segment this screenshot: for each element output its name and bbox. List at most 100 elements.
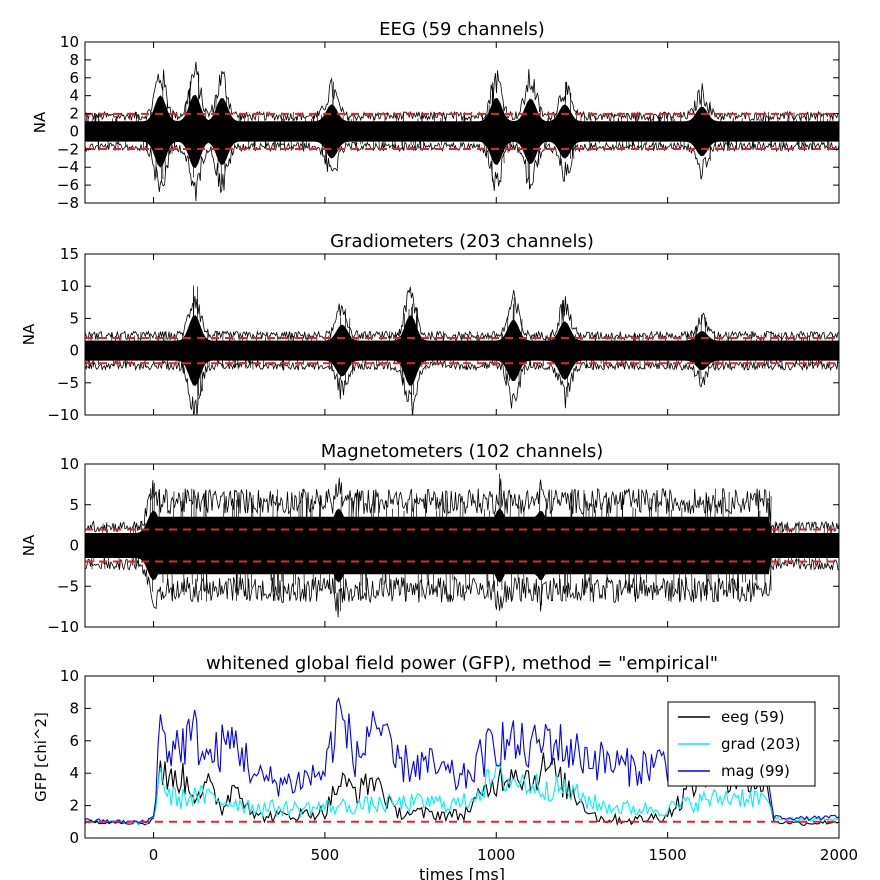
mag-trace-spike — [639, 545, 641, 591]
mag-trace-spike — [605, 511, 608, 546]
mag-trace-spike — [737, 545, 740, 589]
mag-trace-spike — [628, 545, 630, 593]
eeg-trace-spike — [673, 119, 675, 132]
mag-trace-spike — [496, 545, 498, 587]
grad-trace-spike — [707, 350, 710, 369]
eeg-trace-spike — [769, 131, 771, 149]
grad-trace-spike — [339, 317, 341, 351]
mag-trace-core — [85, 508, 839, 583]
mag-trace-spike — [590, 545, 592, 586]
eeg-axes-frame — [84, 41, 840, 204]
eeg-trace-spike — [625, 131, 628, 149]
mag-trace-spike — [550, 489, 553, 546]
eeg-trace-spike — [659, 111, 661, 132]
mag-trace-spike — [236, 545, 239, 591]
mag-panel: −10 −5 0 5 10 Magnetometers (102 channels) N… — [20, 441, 840, 636]
eeg-trace-spike — [652, 131, 654, 145]
grad-trace-spike — [232, 350, 234, 363]
mag-trace-spike — [149, 488, 151, 546]
mag-trace-spike — [449, 545, 451, 600]
mag-y-tick-label: 0 — [69, 537, 79, 555]
grad-trace-spike — [638, 333, 640, 351]
grad-trace-spike — [116, 350, 119, 365]
grad-trace-spike — [465, 350, 467, 370]
mag-trace-spike — [570, 489, 573, 546]
mag-trace-spike — [503, 506, 506, 546]
grad-x-ticks — [153, 254, 840, 415]
grad-trace-spike — [339, 350, 341, 380]
mag-trace-spike — [300, 496, 302, 546]
grad-trace-spike — [415, 307, 418, 351]
mag-trace-spike — [650, 498, 652, 546]
mag-trace-spike — [231, 504, 233, 546]
mag-y-tick-label: −5 — [57, 577, 79, 595]
eeg-trace-spike — [589, 131, 591, 152]
eeg-trace-spike — [401, 131, 404, 150]
eeg-trace-spike — [617, 117, 620, 132]
mag-trace-spike — [768, 491, 770, 546]
eeg-trace-spike — [762, 113, 764, 132]
mag-trace-spike — [333, 545, 336, 595]
mag-trace-spike — [171, 545, 173, 602]
eeg-trace-spike — [378, 131, 380, 151]
grad-trace-lower-envelope — [85, 359, 839, 415]
grad-trace-spike — [466, 337, 469, 351]
mag-trace-spike — [634, 508, 636, 546]
grad-trace-spike — [680, 350, 683, 363]
grad-trace-spike — [779, 350, 782, 363]
grad-y-ticks: −10 −5 0 5 10 15 — [47, 245, 839, 424]
mag-trace-spike — [280, 545, 283, 582]
mag-trace-spike — [757, 510, 759, 546]
mag-trace-spike — [355, 492, 357, 546]
grad-trace-spike — [157, 332, 159, 351]
grad-trace-spike — [410, 306, 412, 351]
mag-trace-spike — [668, 504, 670, 546]
eeg-trace-spike — [310, 118, 312, 132]
eeg-trace-spike — [417, 118, 419, 132]
gfp-y-label: GFP [chi^2] — [32, 712, 50, 802]
grad-trace-spike — [780, 332, 783, 351]
mag-trace-spike — [403, 511, 405, 546]
grad-trace-spike — [513, 297, 515, 351]
mag-trace-spike — [269, 545, 272, 581]
mag-trace-spike — [305, 497, 307, 546]
mag-trace-spike — [205, 545, 208, 594]
grad-trace-spike — [162, 337, 164, 351]
mag-trace-spike — [276, 545, 279, 581]
eeg-trace-spike — [352, 113, 355, 132]
mag-trace-spike — [616, 500, 618, 546]
grad-trace-spike — [704, 317, 707, 351]
grad-trace-spike — [667, 350, 669, 369]
mag-trace-spike — [488, 510, 490, 546]
mag-trace-spike — [118, 545, 120, 570]
mag-trace-spike — [203, 492, 205, 546]
gfp-y-tick-label: 2 — [69, 797, 79, 815]
eeg-trace-spike — [679, 131, 682, 148]
eeg-trace-spike — [583, 116, 585, 132]
grad-trace-spike — [576, 337, 578, 351]
eeg-trace-spike — [254, 131, 256, 146]
eeg-trace-spike — [111, 118, 114, 132]
grad-trace-spike — [450, 350, 452, 368]
eeg-trace-spike — [637, 131, 640, 150]
grad-y-tick-label: 10 — [60, 277, 79, 295]
grad-trace-spike — [120, 333, 122, 351]
grad-trace-spike — [793, 335, 795, 351]
grad-trace-spike — [579, 350, 581, 363]
mag-trace-spike — [732, 545, 734, 585]
eeg-trace-spike — [279, 131, 281, 151]
mag-trace-spike — [311, 495, 313, 546]
mag-trace-spike — [250, 498, 253, 546]
mag-trace-spike — [544, 509, 546, 546]
grad-trace-spike — [549, 333, 551, 351]
grad-title: Gradiometers (203 channels) — [330, 231, 594, 252]
grad-trace-spike — [785, 332, 787, 351]
grad-trace-spike — [610, 336, 613, 351]
grad-y-tick-label: −10 — [47, 406, 79, 424]
eeg-y-tick-label: 8 — [69, 51, 79, 69]
eeg-trace-spike — [488, 105, 490, 132]
eeg-trace-spike — [539, 109, 541, 132]
mag-trace-spike — [134, 525, 137, 546]
eeg-trace-spike — [819, 113, 822, 132]
grad-trace-spike — [501, 334, 503, 351]
